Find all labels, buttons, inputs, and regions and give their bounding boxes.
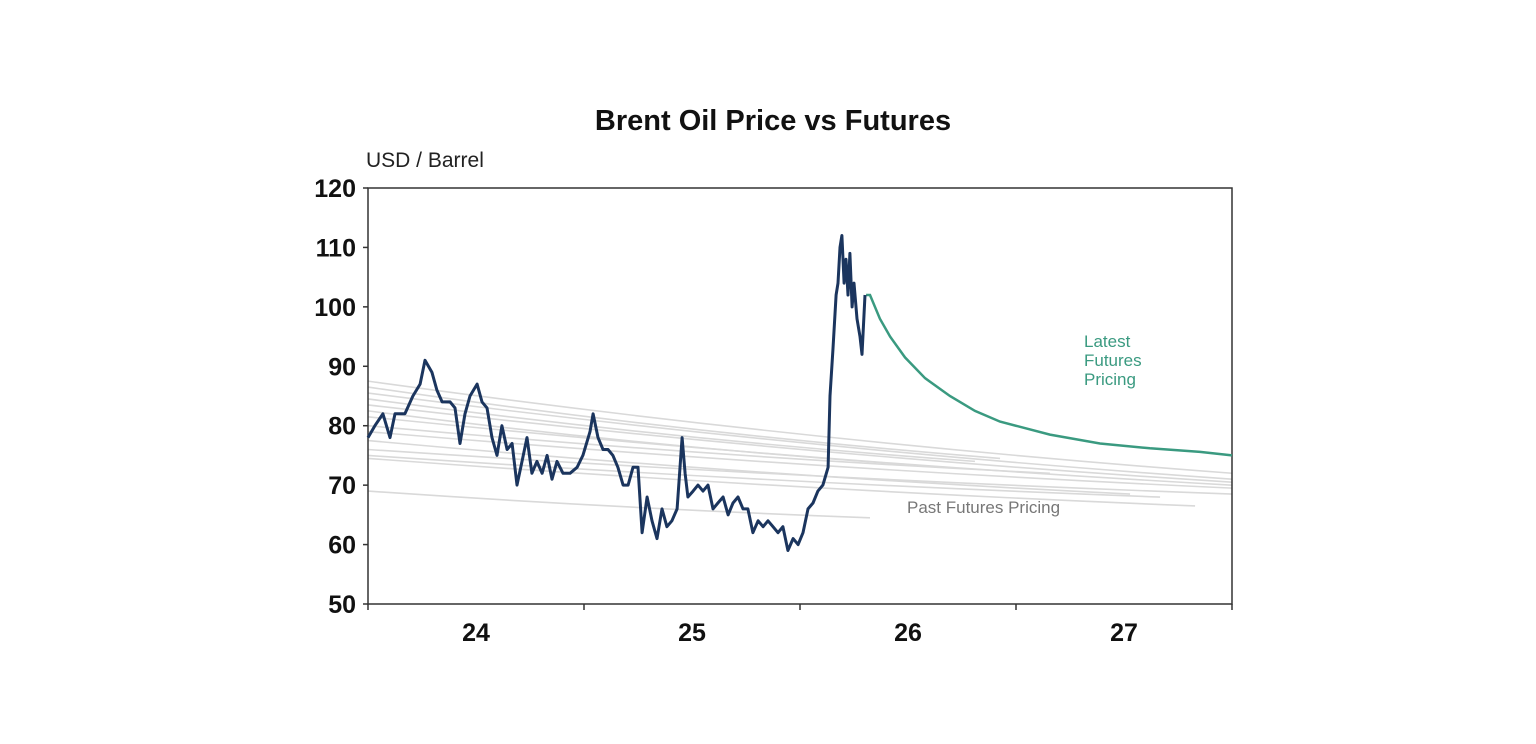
y-tick-label: 120: [314, 175, 356, 203]
past-futures-line: [367, 398, 976, 463]
y-tick-label: 70: [328, 472, 356, 500]
past-futures-lines: [367, 380, 1233, 519]
chart-title: Brent Oil Price vs Futures: [595, 105, 951, 137]
x-tick-label: 27: [1110, 619, 1138, 647]
y-tick-label: 90: [328, 353, 356, 381]
latest-label-line: Latest: [1084, 332, 1131, 351]
y-tick-label: 100: [314, 294, 356, 322]
past-futures-line: [367, 490, 871, 519]
latest-label-line: Futures: [1084, 351, 1142, 370]
y-tick-label: 60: [328, 532, 356, 560]
y-axis-label: USD / Barrel: [366, 149, 484, 172]
past-futures-line: [367, 404, 1233, 483]
past-futures-line: [367, 416, 1233, 486]
latest-futures-line: [866, 293, 1233, 457]
x-tick-label: 25: [678, 619, 706, 647]
latest-futures-label: Latest Futures Pricing: [1084, 332, 1146, 389]
past-futures-line: [367, 457, 1196, 507]
past-futures-line: [367, 392, 1233, 480]
past-futures-line: [367, 454, 1161, 498]
latest-label-line: Pricing: [1084, 370, 1136, 389]
y-axis-ticks: 50 60 70 80 90 100 110 120: [314, 175, 368, 619]
x-tick-label: 24: [462, 619, 490, 647]
plot-frame: [367, 187, 1233, 605]
past-futures-line: [367, 380, 1233, 475]
past-futures-line: [367, 439, 1131, 495]
past-futures-line: [367, 386, 1001, 460]
spot-price-line: [366, 234, 867, 552]
x-axis-ticks: 24 25 26 27: [367, 604, 1233, 647]
past-futures-label: Past Futures Pricing: [907, 498, 1060, 517]
y-tick-label: 80: [328, 413, 356, 441]
past-futures-line: [367, 448, 1233, 495]
x-tick-label: 26: [894, 619, 922, 647]
y-tick-label: 110: [316, 234, 356, 262]
past-futures-line: [367, 424, 1050, 475]
y-tick-label: 50: [328, 591, 356, 619]
